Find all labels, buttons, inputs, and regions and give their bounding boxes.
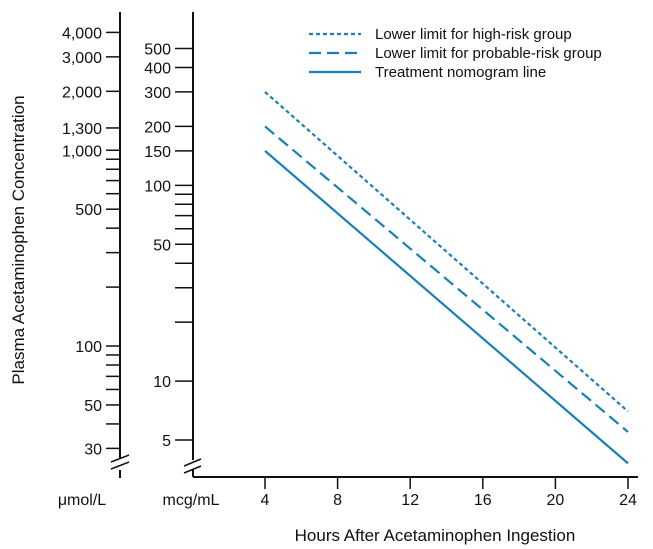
x-tick-label: 24 bbox=[619, 492, 637, 509]
x-tick-label: 20 bbox=[547, 492, 565, 509]
left-umol-axis: 4,000 3,000 2,000 1,300 1,000 500 100 50 30 bbox=[62, 12, 130, 478]
mcg-tick-label: 150 bbox=[144, 144, 171, 161]
legend-label: Lower limit for high-risk group bbox=[375, 26, 572, 43]
left-unit-label: μmol/L bbox=[58, 492, 106, 509]
umol-tick-label: 1,000 bbox=[62, 143, 102, 160]
x-axis: 4 8 12 16 20 24 μmol/L mcg/mL Hours After Ace… bbox=[58, 476, 638, 545]
left-axis-break-mark bbox=[110, 454, 130, 470]
mcg-tick-label: 500 bbox=[144, 42, 171, 59]
mcg-tick-label: 200 bbox=[144, 119, 171, 136]
umol-tick-label: 1,300 bbox=[62, 121, 102, 138]
legend-label: Treatment nomogram line bbox=[375, 64, 546, 81]
mcg-tick-label: 300 bbox=[144, 85, 171, 102]
x-tick-label: 16 bbox=[474, 492, 492, 509]
y-axis-title: Plasma Acetaminophen Concentration bbox=[9, 95, 28, 384]
umol-tick-label: 30 bbox=[84, 441, 102, 458]
right-unit-label: mcg/mL bbox=[163, 492, 220, 509]
mcg-tick-label: 10 bbox=[153, 374, 171, 391]
series-line-dashed bbox=[264, 125, 629, 433]
umol-tick-label: 2,000 bbox=[62, 84, 102, 101]
series-line-dotted bbox=[264, 91, 629, 413]
legend: Lower limit for high-risk group Lower lim… bbox=[309, 26, 602, 81]
x-axis-ticks: 4 8 12 16 20 24 bbox=[261, 477, 637, 509]
x-tick-label: 4 bbox=[261, 492, 270, 509]
x-axis-title: Hours After Acetaminophen Ingestion bbox=[295, 526, 576, 545]
left-axis-ticks: 4,000 3,000 2,000 1,300 1,000 500 100 50 30 bbox=[62, 25, 120, 458]
legend-label: Lower limit for probable-risk group bbox=[375, 45, 602, 62]
umol-tick-label: 100 bbox=[75, 339, 102, 356]
x-tick-label: 8 bbox=[333, 492, 342, 509]
series-lines bbox=[264, 91, 629, 465]
umol-tick-label: 3,000 bbox=[62, 50, 102, 67]
mcg-tick-label: 5 bbox=[162, 433, 171, 450]
mcg-tick-label: 50 bbox=[153, 237, 171, 254]
umol-tick-label: 50 bbox=[84, 398, 102, 415]
mcg-tick-label: 100 bbox=[144, 178, 171, 195]
x-tick-label: 12 bbox=[401, 492, 419, 509]
mcg-tick-label: 400 bbox=[144, 60, 171, 77]
umol-tick-label: 4,000 bbox=[62, 25, 102, 42]
umol-tick-label: 500 bbox=[75, 202, 102, 219]
series-line-solid bbox=[264, 150, 629, 465]
x-axis-break-mark bbox=[183, 458, 202, 474]
